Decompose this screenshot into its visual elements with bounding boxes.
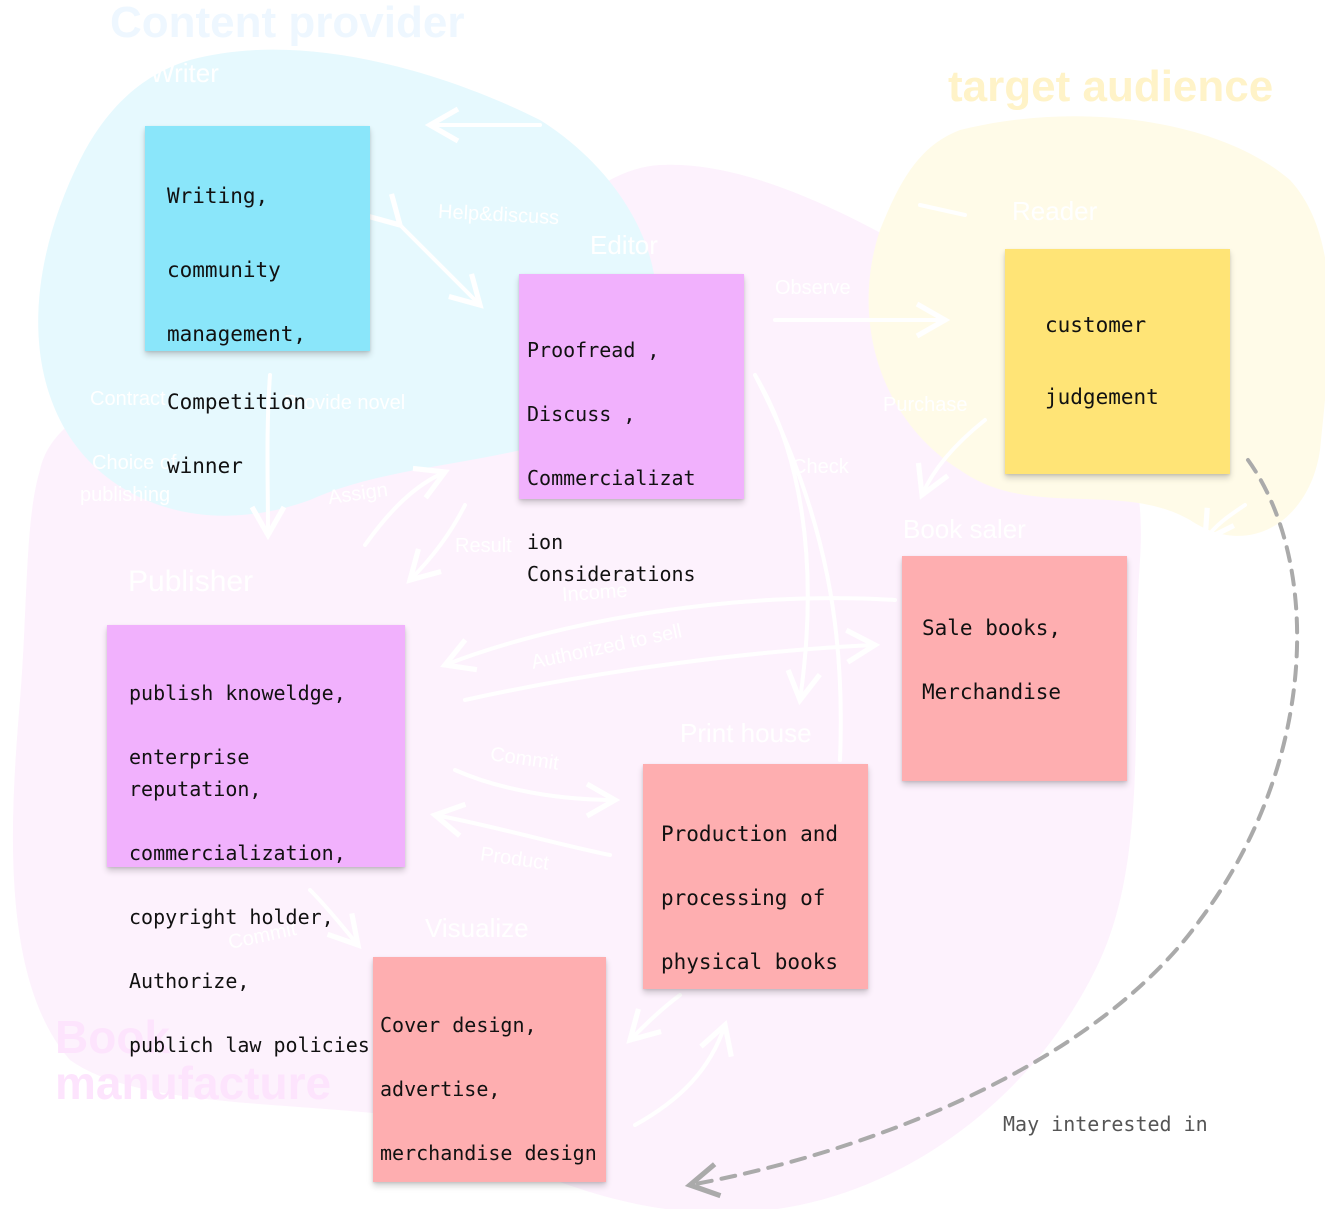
arrow-reader-line — [918, 203, 967, 217]
note-publisher-line: copyright holder, — [129, 905, 334, 929]
region-label-target-audience: target audience — [948, 62, 1274, 111]
note-visualize-line: Cover design, — [380, 1013, 537, 1037]
note-reader-line: judgement — [1045, 385, 1159, 409]
note-publisher-line: commercialization, — [129, 841, 346, 865]
white-arrows — [249, 106, 1247, 1127]
sticky-note-book-saler[interactable]: Sale books, Merchandise — [902, 556, 1127, 781]
role-label-print-house: Print house — [680, 718, 812, 748]
note-book-saler-line: Merchandise — [922, 680, 1062, 704]
arrow-reader-to-saler — [1202, 503, 1247, 545]
edge-label-contract: Contract — [90, 388, 166, 410]
arrow-authorized — [463, 627, 881, 702]
note-writer-line: management, — [167, 322, 307, 346]
arrow-income — [440, 596, 897, 673]
arrow-product — [429, 801, 612, 857]
role-label-publisher: Publisher — [128, 565, 254, 598]
note-print-house-line: physical books — [661, 950, 839, 974]
sticky-note-editor[interactable]: Proofread , Discuss , Commercializat ion… — [519, 274, 744, 586]
arrow-provide-novel — [249, 373, 287, 541]
label-may-interested-in: May interested in — [1003, 1112, 1208, 1136]
arrow-commit-visualize — [308, 888, 362, 949]
note-print-house-line: processing of — [661, 886, 826, 910]
note-editor-line: Proofread , — [527, 338, 660, 362]
role-label-book-saler: Book saler — [903, 514, 1026, 544]
role-label-reader: Reader — [1012, 196, 1098, 226]
role-label-writer: Writer — [150, 58, 219, 88]
role-label-visualize: Visualize — [425, 913, 529, 943]
edge-label-check: Check — [792, 456, 849, 478]
arrow-commit-print — [453, 768, 621, 819]
note-writer-line: Writing, — [167, 184, 269, 208]
region-label-book-manufacture-line1: Book — [55, 1011, 170, 1063]
note-editor-line: Discuss , — [527, 402, 636, 426]
region-label-book-manufacture-line2: manufacture — [55, 1057, 332, 1109]
edge-label-purchase: Purchase — [883, 394, 968, 416]
sticky-note-publisher[interactable]: publish knoweldge, enterprise reputation… — [107, 625, 405, 1057]
region-label-content-provider: Content provider — [110, 0, 465, 47]
dashed-interest-arrow — [684, 458, 1300, 1199]
note-book-saler-line: Sale books, — [922, 616, 1062, 640]
arrow-print-to-visualize — [626, 993, 682, 1044]
note-publisher-line: publish knoweldge, — [129, 681, 346, 705]
note-writer-line: Competition — [167, 390, 307, 414]
arrow-visualize-to-print — [633, 1020, 734, 1127]
note-visualize-line: merchandise design — [380, 1141, 597, 1165]
note-print-house-line: Production and — [661, 822, 839, 846]
arrow-result — [406, 503, 467, 584]
sticky-note-print-house[interactable]: Production and processing of physical bo… — [643, 764, 868, 989]
arrow-print-house-up — [753, 373, 843, 762]
note-publisher-line: Authorize, — [129, 969, 250, 993]
edge-label-provide-novel: Provide novel — [284, 392, 406, 414]
note-writer-line: winner — [167, 454, 243, 478]
edge-label-choice-line2: publishing — [80, 484, 171, 506]
note-reader-line: customer — [1045, 313, 1147, 337]
arrow-assign — [363, 465, 450, 547]
note-publisher-line: enterprise reputation, — [129, 745, 262, 801]
note-visualize-line: advertise, — [380, 1077, 501, 1101]
arrow-purchase — [915, 418, 987, 500]
note-editor-line: ion Considerations — [527, 530, 696, 586]
sticky-note-writer[interactable]: Writing, community management, Competiti… — [145, 126, 370, 478]
arrow-writer-editor — [368, 193, 484, 309]
sticky-note-reader[interactable]: customer judgement — [1005, 249, 1230, 474]
note-editor-line: Commercializat — [527, 466, 696, 490]
edge-label-result: Result — [455, 535, 512, 557]
note-publisher-line: publich law policies — [129, 1033, 370, 1057]
edge-label-observe: Observe — [775, 277, 851, 299]
edge-label-choice-line1: Choice of — [92, 452, 177, 474]
sticky-note-visualize[interactable]: Cover design, advertise, merchandise des… — [373, 957, 606, 1182]
note-writer-line: community — [167, 258, 281, 282]
role-label-editor: Editor — [590, 230, 658, 260]
